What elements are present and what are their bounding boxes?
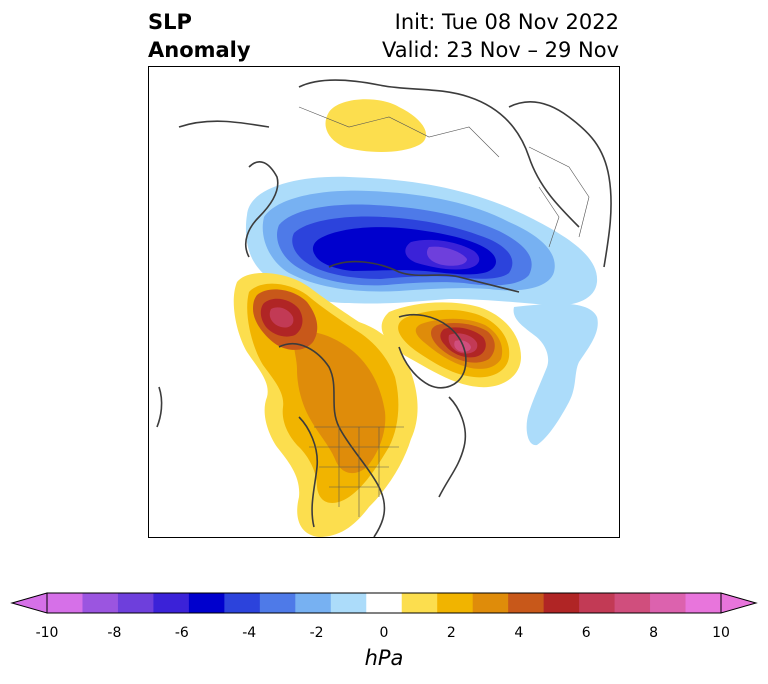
colorbar-tick-label: -6 xyxy=(174,625,189,641)
coastlines xyxy=(156,79,612,537)
colorbar-outline-right xyxy=(720,592,758,614)
title-line-2: Anomaly xyxy=(148,38,251,62)
map-title: SLP Anomaly xyxy=(148,8,251,64)
atlantic-negative-anomaly xyxy=(513,303,598,446)
anomaly-map xyxy=(156,79,612,537)
colorbar-bin xyxy=(295,593,332,613)
date-info: Init: Tue 08 Nov 2022 Valid: 23 Nov – 29… xyxy=(382,8,619,64)
colorbar-unit: hPa xyxy=(364,646,404,670)
colorbar-tick-label: 2 xyxy=(446,625,456,641)
colorbar-bin xyxy=(437,593,474,613)
colorbar-tick-label: 4 xyxy=(514,625,524,641)
colorbar-bin xyxy=(650,593,687,613)
colorbar-tick-label: 6 xyxy=(581,625,591,641)
colorbar-bin xyxy=(47,593,83,613)
map-panel xyxy=(148,66,620,538)
colorbar-bin xyxy=(508,593,545,613)
colorbar-bin xyxy=(614,593,651,613)
colorbar-bin xyxy=(401,593,438,613)
colorbar-tick-label: 8 xyxy=(649,625,659,641)
colorbar-bin xyxy=(472,593,509,613)
init-date: Init: Tue 08 Nov 2022 xyxy=(394,10,619,34)
colorbar-bin xyxy=(224,593,261,613)
colorbar-bin xyxy=(366,593,403,613)
colorbar-bin xyxy=(543,593,580,613)
colorbar xyxy=(10,592,758,614)
colorbar-bin xyxy=(82,593,119,613)
siberia-negative-anomaly xyxy=(245,176,598,306)
colorbar-tick-label: -10 xyxy=(35,625,59,641)
colorbar-bins xyxy=(47,593,722,613)
valid-date: Valid: 23 Nov – 29 Nov xyxy=(382,38,619,62)
colorbar-bin xyxy=(153,593,190,613)
colorbar-outline-left xyxy=(10,592,48,614)
colorbar-bin xyxy=(579,593,616,613)
greenland-positive-anomaly xyxy=(381,302,521,388)
colorbar-bin xyxy=(259,593,296,613)
colorbar-extend-low xyxy=(12,593,47,613)
colorbar-tick-label: -4 xyxy=(242,625,257,641)
colorbar-bin xyxy=(117,593,154,613)
colorbar-bin xyxy=(685,593,722,613)
borders xyxy=(298,106,590,517)
north-america-positive-anomaly xyxy=(233,272,418,537)
colorbar-tick-label: 10 xyxy=(712,625,730,641)
colorbar-tick-label: -8 xyxy=(107,625,122,641)
colorbar-bin xyxy=(188,593,225,613)
siberia-positive-anomaly xyxy=(325,99,427,152)
title-line-1: SLP xyxy=(148,10,192,34)
colorbar-tick-label: 0 xyxy=(379,625,389,641)
colorbar-extend-high xyxy=(721,593,756,613)
colorbar-tick-label: -2 xyxy=(309,625,324,641)
colorbar-bin xyxy=(330,593,367,613)
